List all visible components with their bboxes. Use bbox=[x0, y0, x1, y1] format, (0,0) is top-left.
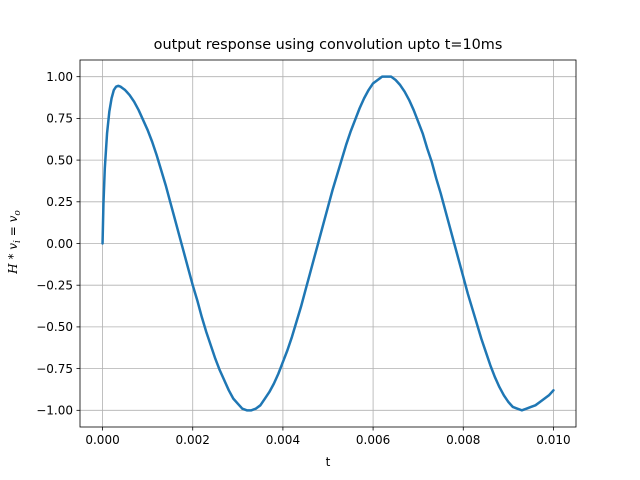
plot-frame bbox=[79, 59, 577, 428]
y-label-v2: v bbox=[6, 215, 20, 222]
x-tick-label: 0.006 bbox=[356, 433, 390, 447]
x-tick-label: 0.000 bbox=[85, 433, 119, 447]
y-tick-label: 1.00 bbox=[46, 70, 73, 84]
y-tick-label: 0.50 bbox=[46, 153, 73, 167]
y-tick-label: −0.25 bbox=[36, 279, 73, 293]
y-tick-label: −1.00 bbox=[36, 404, 73, 418]
y-label-h: H bbox=[6, 263, 20, 275]
x-tick-label: 0.008 bbox=[446, 433, 480, 447]
x-tick-label: 0.004 bbox=[266, 433, 300, 447]
x-tick-label: 0.002 bbox=[176, 433, 210, 447]
x-tick-label: 0.010 bbox=[536, 433, 570, 447]
y-tick-label: −0.50 bbox=[36, 320, 73, 334]
series-layer bbox=[101, 75, 555, 412]
y-label-eq: = bbox=[6, 222, 20, 240]
chart-title: output response using convolution upto t… bbox=[154, 37, 503, 53]
y-label-op: * bbox=[6, 250, 20, 264]
y-tick-label: 0.75 bbox=[46, 112, 73, 126]
y-tick-label: −0.75 bbox=[36, 362, 73, 376]
y-tick-label: 0.00 bbox=[46, 237, 73, 251]
x-axis: 0.000 0.002 0.004 0.006 0.008 0.010 bbox=[85, 427, 571, 447]
grid bbox=[80, 60, 576, 427]
y-label-sub2: o bbox=[13, 210, 23, 216]
y-tick-label: 0.25 bbox=[46, 195, 73, 209]
y-axis: −1.00 −0.75 −0.50 −0.25 0.00 0.25 0.50 0.75 1.00 bbox=[36, 70, 80, 418]
y-label-v1: v bbox=[6, 243, 20, 250]
y-label-sub1: i bbox=[13, 240, 23, 243]
y-axis-label: H * vi = vo bbox=[6, 210, 23, 275]
series-line-0 bbox=[101, 75, 555, 412]
x-axis-label: t bbox=[326, 455, 331, 469]
